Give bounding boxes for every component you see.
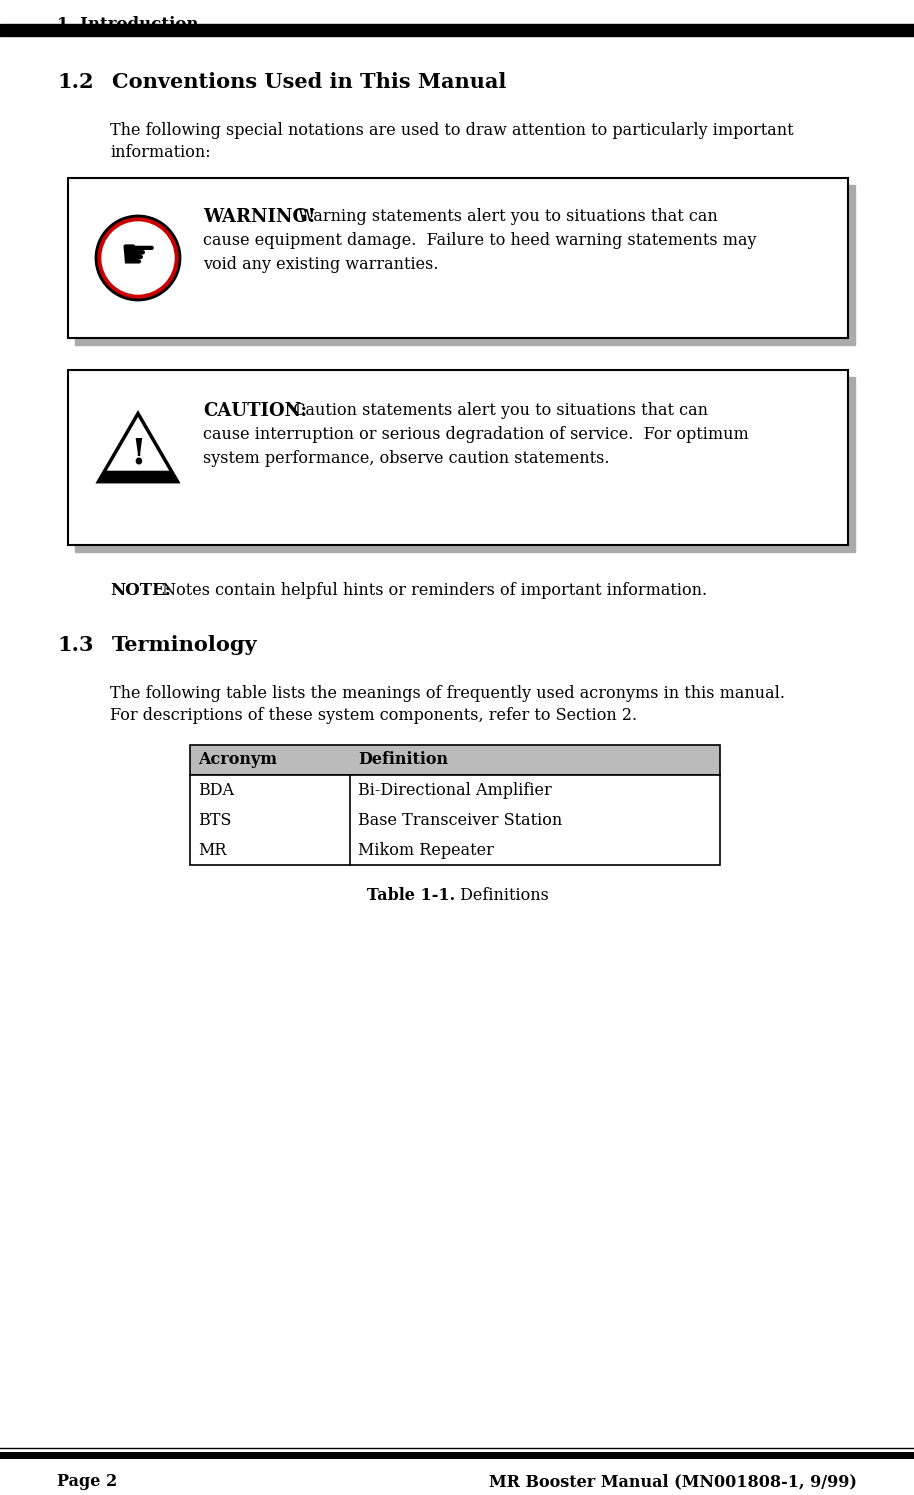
Text: Conventions Used in This Manual: Conventions Used in This Manual xyxy=(112,72,506,93)
Text: The following table lists the meanings of frequently used acronyms in this manua: The following table lists the meanings o… xyxy=(110,685,785,703)
Text: 1.3: 1.3 xyxy=(57,635,93,655)
Circle shape xyxy=(96,215,180,300)
Text: Warning statements alert you to situations that can: Warning statements alert you to situatio… xyxy=(288,208,717,226)
Text: MR Booster Manual (MN001808-1, 9/99): MR Booster Manual (MN001808-1, 9/99) xyxy=(489,1473,857,1491)
Text: Definitions: Definitions xyxy=(455,887,549,904)
Text: 1.2: 1.2 xyxy=(57,72,93,93)
Bar xyxy=(190,774,720,866)
Text: Notes contain helpful hints or reminders of important information.: Notes contain helpful hints or reminders… xyxy=(157,582,707,599)
Text: For descriptions of these system components, refer to Section 2.: For descriptions of these system compone… xyxy=(110,707,637,724)
Text: Page 2: Page 2 xyxy=(57,1473,117,1491)
Text: BTS: BTS xyxy=(198,812,231,830)
Text: Bi-Directional Amplifier: Bi-Directional Amplifier xyxy=(358,782,552,798)
Bar xyxy=(68,369,848,546)
Text: 1. Introduction: 1. Introduction xyxy=(57,16,198,33)
Text: Mikom Repeater: Mikom Repeater xyxy=(358,842,494,860)
Polygon shape xyxy=(99,414,177,481)
Text: Definition: Definition xyxy=(358,750,448,768)
Text: void any existing warranties.: void any existing warranties. xyxy=(203,256,439,274)
Bar xyxy=(75,377,855,552)
Text: ☛: ☛ xyxy=(120,235,156,277)
Text: cause interruption or serious degradation of service.  For optimum: cause interruption or serious degradatio… xyxy=(203,426,749,443)
Text: CAUTION:: CAUTION: xyxy=(203,402,307,420)
Bar xyxy=(68,178,848,338)
Text: Table 1-1.: Table 1-1. xyxy=(367,887,455,904)
Text: !: ! xyxy=(130,437,146,471)
Bar xyxy=(0,24,914,36)
Text: BDA: BDA xyxy=(198,782,234,798)
Text: Acronym: Acronym xyxy=(198,750,277,768)
Bar xyxy=(75,185,855,345)
Text: Base Transceiver Station: Base Transceiver Station xyxy=(358,812,562,830)
Text: MR: MR xyxy=(198,842,227,860)
Circle shape xyxy=(102,221,174,295)
Text: Terminology: Terminology xyxy=(112,635,258,655)
Text: information:: information: xyxy=(110,144,210,161)
Polygon shape xyxy=(99,471,177,481)
Text: cause equipment damage.  Failure to heed warning statements may: cause equipment damage. Failure to heed … xyxy=(203,232,757,250)
Text: NOTE:: NOTE: xyxy=(110,582,171,599)
Bar xyxy=(190,745,720,774)
Text: WARNING!: WARNING! xyxy=(203,208,315,226)
Text: system performance, observe caution statements.: system performance, observe caution stat… xyxy=(203,450,610,466)
Text: Caution statements alert you to situations that can: Caution statements alert you to situatio… xyxy=(283,402,708,419)
Text: The following special notations are used to draw attention to particularly impor: The following special notations are used… xyxy=(110,123,793,139)
